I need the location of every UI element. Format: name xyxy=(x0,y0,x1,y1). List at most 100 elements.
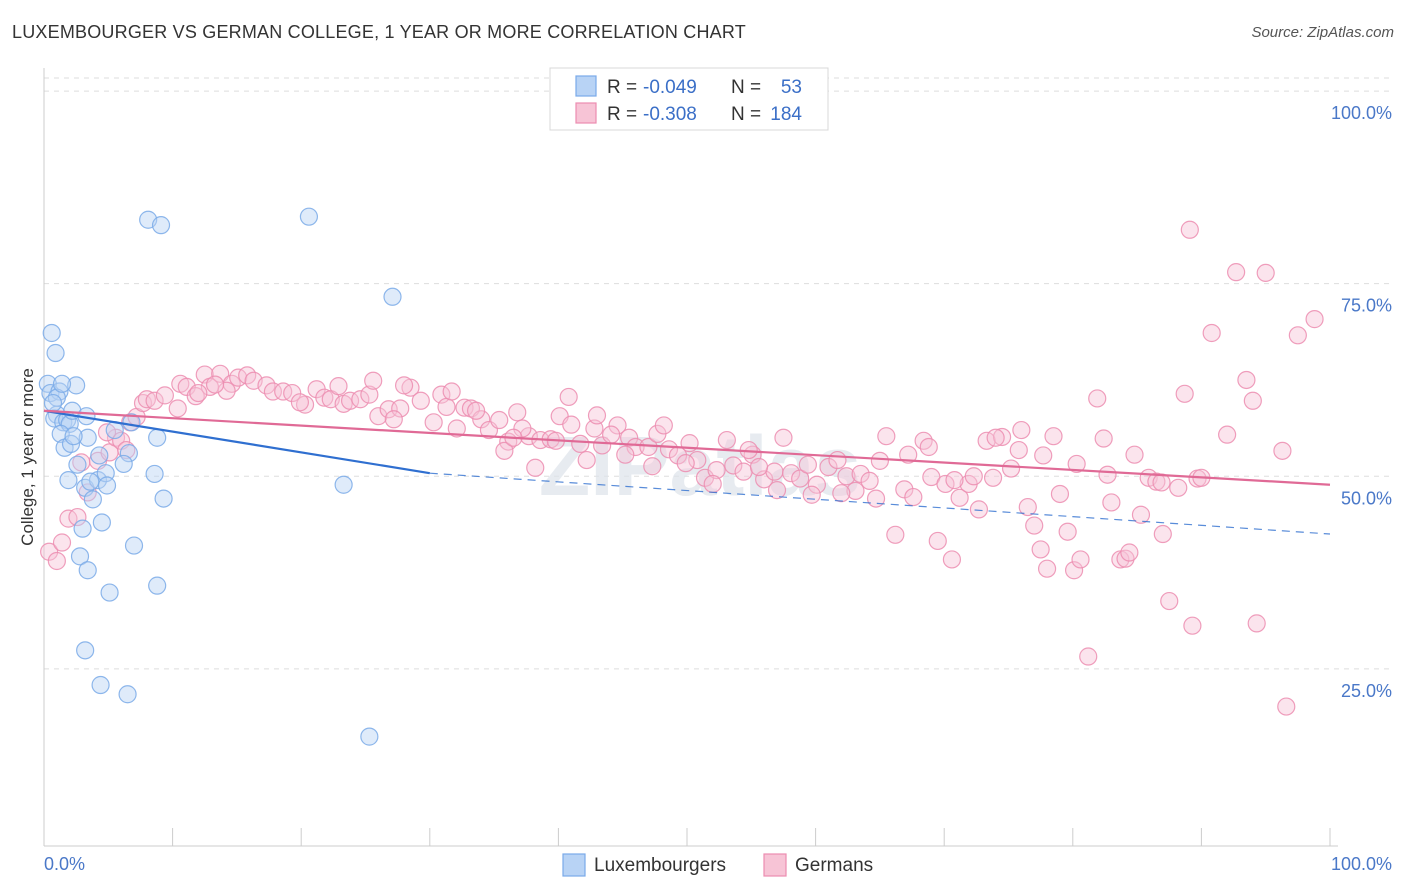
germans-point-161 xyxy=(602,425,621,444)
germans-point-95 xyxy=(904,487,923,507)
germans-point-84 xyxy=(807,475,826,494)
legend-box: R = -0.049 N = 53 R = -0.308 N = 184 xyxy=(549,67,829,131)
germans-point-73 xyxy=(707,460,726,480)
germans-point-90 xyxy=(860,471,879,490)
germans-point-19 xyxy=(186,387,205,406)
germans-point-157 xyxy=(526,458,545,477)
germans-point-110 xyxy=(1025,516,1044,535)
germans-point-80 xyxy=(774,428,793,447)
luxembourgers-point-1 xyxy=(42,323,61,343)
germans-point-175 xyxy=(986,428,1005,447)
germans-point-163 xyxy=(643,457,662,476)
legend-n-value-luxembourgers: 53 xyxy=(781,77,802,98)
germans-point-173 xyxy=(945,471,964,490)
germans-point-189 xyxy=(676,454,695,473)
germans-point-178 xyxy=(1067,454,1086,474)
germans-point-86 xyxy=(828,450,847,470)
germans-point-9 xyxy=(106,428,126,447)
y-tick-label-2: 75.0% xyxy=(1341,296,1392,316)
germans-point-179 xyxy=(1098,465,1117,484)
germans-point-99 xyxy=(936,474,955,494)
legend-r-label-germans: R = xyxy=(607,104,637,125)
germans-point-169 xyxy=(832,484,851,503)
chart-source: Source: ZipAtlas.com xyxy=(1251,24,1394,41)
germans-point-185 xyxy=(329,377,348,396)
germans-point-65 xyxy=(626,437,645,457)
luxembourgers-point-20 xyxy=(88,471,108,490)
germans-point-174 xyxy=(964,467,983,486)
germans-point-177 xyxy=(1034,446,1053,465)
luxembourgers-point-32 xyxy=(92,513,111,532)
germans-point-165 xyxy=(703,474,722,494)
germans-point-82 xyxy=(791,469,810,488)
germans-point-113 xyxy=(1044,427,1063,446)
luxembourgers-point-24 xyxy=(83,490,102,509)
luxembourgers-point-29 xyxy=(154,489,173,508)
germans-point-105 xyxy=(983,468,1003,487)
germans-point-125 xyxy=(1131,505,1151,524)
germans-point-164 xyxy=(654,416,673,435)
luxembourgers-point-26 xyxy=(119,444,138,463)
germans-point-89 xyxy=(851,464,870,484)
germans-point-47 xyxy=(447,419,466,438)
axes xyxy=(43,68,1338,847)
germans-point-152 xyxy=(384,410,403,429)
germans-point-79 xyxy=(765,462,784,481)
germans-point-167 xyxy=(767,481,787,500)
germans-point-149 xyxy=(217,381,236,400)
germans-point-13 xyxy=(137,390,156,409)
germans-point-85 xyxy=(819,457,838,477)
bottom-legend-swatch-luxembourgers xyxy=(562,853,586,877)
germans-point-183 xyxy=(117,440,136,460)
luxembourgers-point-18 xyxy=(59,471,78,490)
luxembourgers-point-22 xyxy=(81,472,100,491)
germans-point-81 xyxy=(782,464,801,483)
germans-point-153 xyxy=(442,382,461,401)
luxembourgers-point-44 xyxy=(383,287,402,306)
germans-point-117 xyxy=(1071,550,1090,569)
germans-point-33 xyxy=(315,388,334,407)
bottom-legend-swatch-germans xyxy=(763,853,787,877)
luxembourgers-point-28 xyxy=(145,464,164,484)
germans-point-52 xyxy=(490,410,509,430)
legend-swatch-germans xyxy=(575,102,597,124)
germans-point-37 xyxy=(351,390,370,409)
bottom-legend: Luxembourgers Germans xyxy=(562,853,873,877)
luxembourgers-trend-solid xyxy=(43,409,430,475)
germans-point-137 xyxy=(1227,263,1246,282)
germans-point-83 xyxy=(798,455,817,474)
luxembourgers-point-25 xyxy=(68,455,87,474)
germans-point-160 xyxy=(577,450,596,470)
luxembourgers-point-33 xyxy=(73,519,92,538)
luxembourgers-point-42 xyxy=(151,216,171,235)
germans-point-108 xyxy=(1009,440,1028,460)
germans-point-150 xyxy=(290,393,310,412)
luxembourgers-point-2 xyxy=(46,343,65,363)
germans-point-122 xyxy=(1111,550,1130,569)
germans-point-103 xyxy=(969,500,989,519)
luxembourgers-points xyxy=(38,207,402,746)
germans-point-148 xyxy=(189,383,208,403)
germans-point-135 xyxy=(1202,323,1221,343)
germans-point-130 xyxy=(1169,478,1188,497)
germans-point-172 xyxy=(919,437,938,457)
germans-point-15 xyxy=(155,386,174,405)
germans-point-124 xyxy=(1125,445,1144,464)
germans-point-138 xyxy=(1237,370,1256,390)
germans-point-60 xyxy=(571,434,590,454)
germans-point-151 xyxy=(364,371,383,390)
trend-lines xyxy=(43,409,1331,535)
germans-point-162 xyxy=(616,445,635,464)
germans-point-184 xyxy=(205,375,225,394)
legend-swatch-luxembourgers xyxy=(575,75,597,97)
legend-r-label-luxembourgers: R = xyxy=(607,77,637,98)
germans-point-171 xyxy=(899,445,918,464)
germans-point-131 xyxy=(1175,384,1194,403)
germans-point-76 xyxy=(734,462,753,481)
germans-point-74 xyxy=(717,430,736,450)
y-tick-label-0: 25.0% xyxy=(1341,681,1392,701)
germans-point-28 xyxy=(263,382,283,401)
germans-point-115 xyxy=(1058,522,1077,541)
luxembourgers-trend-dashed xyxy=(429,472,1331,535)
